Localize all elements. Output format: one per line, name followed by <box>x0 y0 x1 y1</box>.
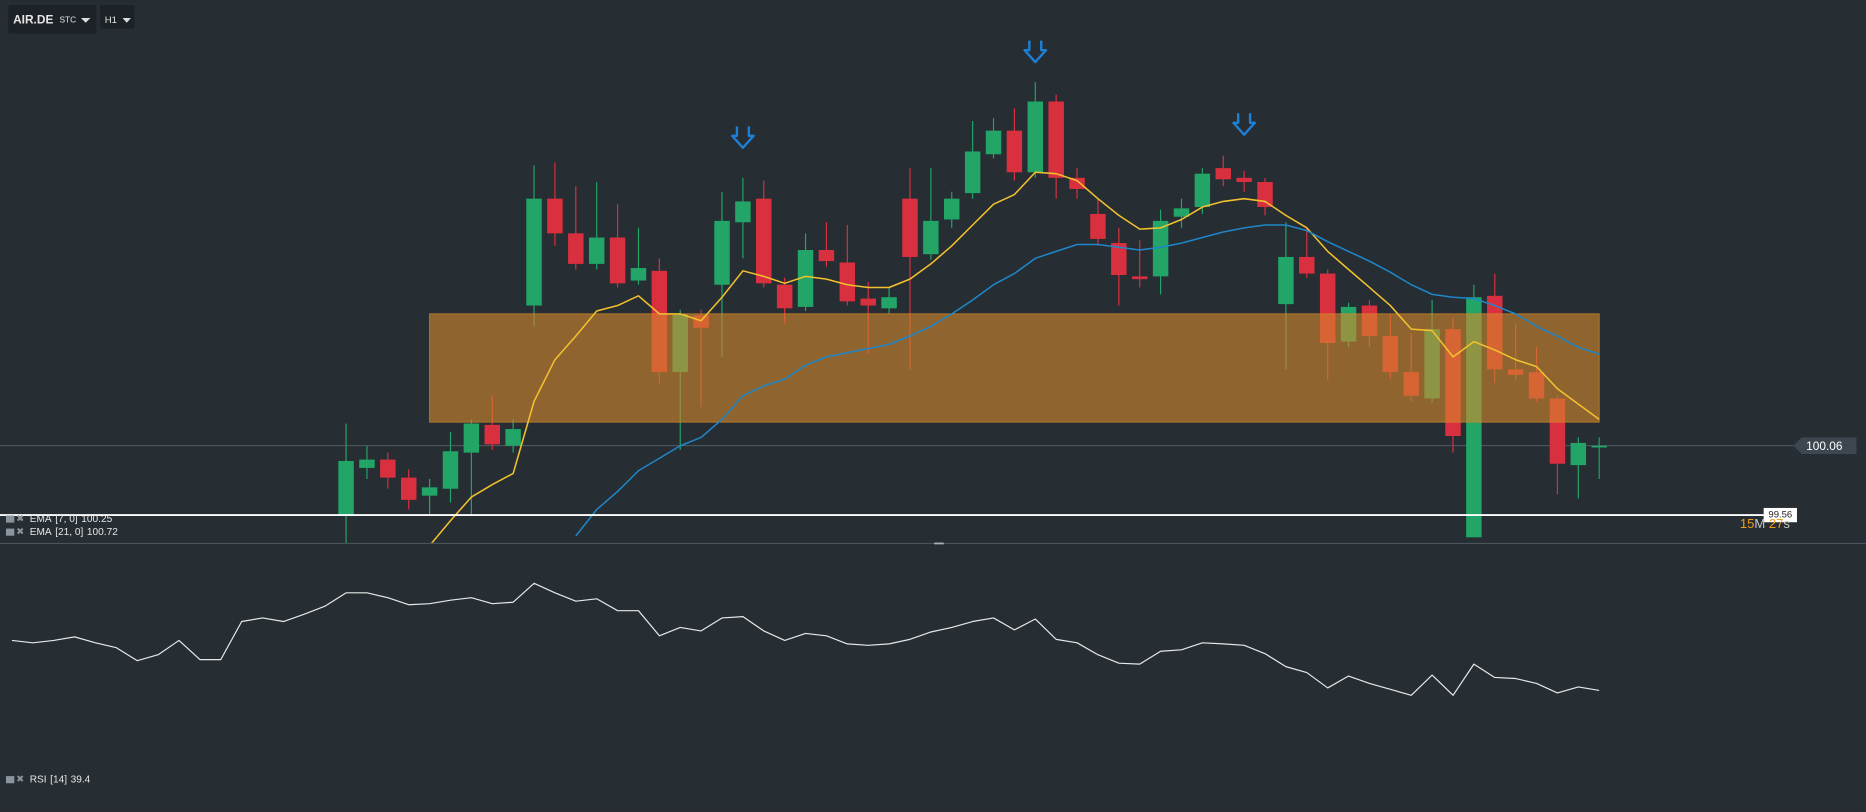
dropdown-arrow <box>122 18 131 23</box>
indicator-params: [21, 0] <box>55 527 83 538</box>
candle-body <box>714 220 730 285</box>
countdown-part: M <box>1754 516 1765 531</box>
candle-body <box>1236 177 1252 183</box>
sell-signal-arrow <box>730 126 755 149</box>
candle-body <box>964 151 981 194</box>
candle-body <box>923 220 939 255</box>
ema-line <box>575 224 1600 537</box>
candle-body <box>547 198 563 234</box>
candle-body <box>400 477 417 500</box>
candle-body <box>1173 208 1190 217</box>
dropdown-arrow <box>80 18 91 23</box>
candle-body <box>839 262 856 302</box>
candle-body <box>1257 182 1273 207</box>
rsi-line <box>11 582 1600 696</box>
candle-body <box>609 237 626 284</box>
candle-body <box>1591 445 1607 448</box>
candle-body <box>1006 130 1023 173</box>
candle-body <box>776 284 793 309</box>
countdown-part: 27 <box>1769 516 1784 531</box>
candle-body <box>881 297 897 309</box>
candle-body <box>944 198 960 220</box>
countdown: 15M 27s <box>1740 516 1791 531</box>
legend-close: ✖ <box>16 514 24 525</box>
candle-body <box>1299 256 1315 274</box>
candle-body <box>338 460 354 516</box>
legend-text: RSI [14] 39.4 <box>30 774 91 785</box>
candle-body <box>756 198 772 284</box>
indicator-params: [14] <box>50 774 67 785</box>
sell-signal-arrow <box>1232 113 1257 136</box>
legend-text: EMA [7, 0] 100.25 <box>30 514 113 525</box>
indicator-name: EMA <box>30 514 52 525</box>
legend-icon <box>5 528 15 536</box>
countdown-part: 15 <box>1740 516 1755 531</box>
candle-body <box>463 423 480 453</box>
candle-body <box>588 237 605 264</box>
legend-icon <box>5 776 15 784</box>
price-tag-label: 100.06 <box>1806 439 1843 453</box>
indicator-name: RSI <box>30 774 47 785</box>
legend-icon <box>5 515 15 523</box>
candle-body <box>526 198 542 306</box>
candle-body <box>1131 276 1148 280</box>
candle-body <box>1194 173 1211 207</box>
indicator-value: 100.25 <box>81 514 112 525</box>
toolbar: AIR.DE STC H1 <box>8 4 135 34</box>
candle-body <box>630 268 647 281</box>
candle-body <box>860 298 876 306</box>
indicator-value: 100.72 <box>87 527 118 538</box>
candle-body <box>568 233 584 264</box>
legend-close: ✖ <box>16 527 24 538</box>
candle-body <box>1069 177 1085 189</box>
price-panel <box>0 40 1797 543</box>
candle-body <box>505 429 521 446</box>
timeframe: H1 <box>105 15 117 26</box>
candle-body <box>1048 101 1064 178</box>
candle-body <box>484 424 500 445</box>
indicator-value: 39.4 <box>71 774 91 785</box>
candle-body <box>1111 243 1127 275</box>
support-zone <box>429 313 1600 423</box>
asset-type: STC <box>60 15 77 25</box>
symbol-selector[interactable] <box>8 4 97 34</box>
candle-body <box>797 250 814 307</box>
indicator-name: EMA <box>30 527 52 538</box>
candle-body <box>735 201 751 223</box>
candle-body <box>421 487 438 496</box>
candle-body <box>380 459 396 478</box>
ema-line <box>430 171 1600 543</box>
candle-body <box>1570 442 1587 466</box>
candle-body <box>1278 256 1294 305</box>
candle-body <box>1152 220 1169 277</box>
candle-body <box>818 250 835 262</box>
candle-body <box>985 130 1002 155</box>
candle-body <box>1090 213 1106 239</box>
symbol: AIR.DE <box>13 13 53 27</box>
candle-body <box>442 451 459 489</box>
candle-body <box>902 198 918 257</box>
level-label: 99.56 <box>1768 510 1792 521</box>
level-label-box <box>1763 507 1797 523</box>
sell-signal-arrow <box>1023 40 1048 64</box>
legend-text: EMA [21, 0] 100.72 <box>30 527 118 538</box>
timeframe-selector[interactable] <box>99 4 135 29</box>
price-tag <box>1793 437 1857 455</box>
candle-body <box>359 459 375 468</box>
candle-body <box>1027 101 1044 173</box>
indicator-params: [7, 0] <box>55 514 78 525</box>
candle-body <box>1215 168 1231 180</box>
legend-close: ✖ <box>16 774 24 785</box>
countdown-part: s <box>1783 516 1790 531</box>
